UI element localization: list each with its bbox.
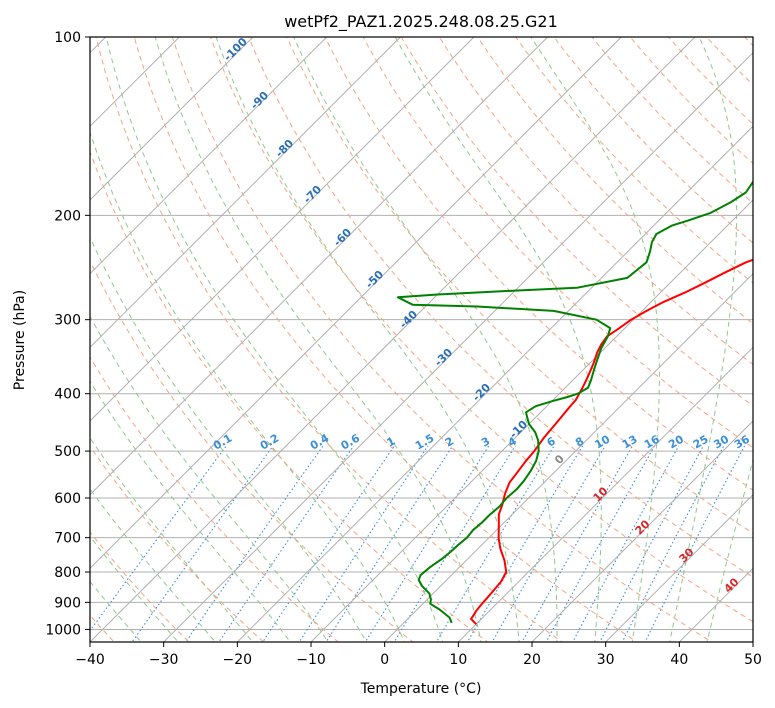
pressure-gridlines xyxy=(90,37,753,630)
y-tick-label-300: 300 xyxy=(54,313,81,329)
mixing-ratio-line-9 xyxy=(435,445,555,642)
chart-title: wetPf2_PAZ1.2025.248.08.25.G21 xyxy=(284,12,558,32)
y-tick-label-1000: 1000 xyxy=(45,622,81,638)
mixing-ratio-line-3 xyxy=(218,445,355,642)
mixing-ratio-line-14 xyxy=(572,445,680,642)
x-tick-label-0: 0 xyxy=(380,652,389,668)
mixing-ratio-line-17 xyxy=(644,445,746,642)
mixing-ratio-line-7 xyxy=(364,445,490,642)
isotherm--100 xyxy=(90,37,254,201)
mixing-ratio-line-13 xyxy=(545,445,656,642)
moist-adiabat-40 xyxy=(669,37,738,642)
dry-adiabat-30 xyxy=(133,37,638,642)
isotherm--80 xyxy=(90,37,401,349)
isotherm-0 xyxy=(384,272,753,642)
x-tick-label--40: −40 xyxy=(75,652,105,668)
dry-adiabat-50 xyxy=(209,37,753,623)
dry-adiabat-120 xyxy=(477,37,753,325)
dry-adiabat--20 xyxy=(90,445,265,642)
dry-adiabat-10 xyxy=(90,150,489,642)
x-axis-ticks: −40 −30 −20 −10 0 10 20 30 40 50 xyxy=(75,642,762,668)
dry-adiabat-0 xyxy=(90,259,414,642)
y-tick-label-800: 800 xyxy=(54,565,81,581)
y-tick-label-200: 200 xyxy=(54,208,81,224)
isotherm--70 xyxy=(90,37,475,422)
moist-adiabat-10 xyxy=(105,37,444,642)
moist-adiabat-5 xyxy=(90,130,406,642)
y-axis-ticks: 1000 900 800 700 600 500 400 300 200 100 xyxy=(45,30,90,638)
x-tick-label--30: −30 xyxy=(149,652,179,668)
y-axis-label: Pressure (hPa) xyxy=(12,290,28,390)
y-tick-label-700: 700 xyxy=(54,531,81,547)
mixing-ratio-lines xyxy=(90,445,746,642)
temperature-profile xyxy=(470,258,753,625)
moist-adiabat-15 xyxy=(154,37,482,642)
x-axis-label: Temperature (°C) xyxy=(360,681,482,697)
sounding-profiles xyxy=(396,179,753,625)
isotherm-30 xyxy=(605,493,753,642)
dewpoint-profile xyxy=(396,179,753,624)
x-tick-label--20: −20 xyxy=(223,652,253,668)
moist-adiabat--5 xyxy=(90,314,329,642)
mixing-ratio-line-12 xyxy=(521,445,633,642)
moist-adiabat-25 xyxy=(293,37,558,642)
x-tick-label--10: −10 xyxy=(296,652,326,668)
y-tick-label-100: 100 xyxy=(54,30,81,46)
dry-adiabat-40 xyxy=(171,37,713,642)
moist-adiabat-20 xyxy=(215,37,520,642)
moist-adiabat--20 xyxy=(90,488,216,642)
mixing-ratio-line-10 xyxy=(466,445,584,642)
y-tick-label-900: 900 xyxy=(54,595,81,611)
x-tick-label-50: 50 xyxy=(744,652,762,668)
moist-adiabat-35 xyxy=(530,37,660,642)
y-tick-label-500: 500 xyxy=(54,444,81,460)
isotherm--20 xyxy=(236,125,753,642)
y-tick-label-400: 400 xyxy=(54,387,81,403)
isotherm--40 xyxy=(90,37,696,642)
dry-adiabat--10 xyxy=(90,356,340,642)
isotherm--60 xyxy=(90,37,549,496)
isotherms xyxy=(90,37,753,642)
mixing-ratio-line-4 xyxy=(262,445,395,642)
isotherm--50 xyxy=(90,37,622,570)
isotherm--10 xyxy=(310,199,753,642)
x-tick-label-20: 20 xyxy=(523,652,541,668)
mixing-ratio-line-11 xyxy=(491,445,606,642)
isotherm--30 xyxy=(163,51,753,642)
plot-frame xyxy=(89,36,754,643)
moist-adiabat-0 xyxy=(90,235,367,642)
x-tick-label-10: 10 xyxy=(449,652,467,668)
isotherm-10 xyxy=(457,346,753,642)
mixing-ratio-line-8 xyxy=(393,445,516,642)
mixing-ratio-line-15 xyxy=(599,445,704,642)
dry-adiabat-60 xyxy=(248,37,753,578)
x-tick-label-30: 30 xyxy=(597,652,615,668)
isotherm-20 xyxy=(531,420,753,642)
isotherm--90 xyxy=(90,37,328,275)
dry-adiabat-20 xyxy=(95,37,564,642)
dry-adiabat-100 xyxy=(400,37,753,407)
y-tick-label-600: 600 xyxy=(54,491,81,507)
x-tick-label-40: 40 xyxy=(670,652,688,668)
